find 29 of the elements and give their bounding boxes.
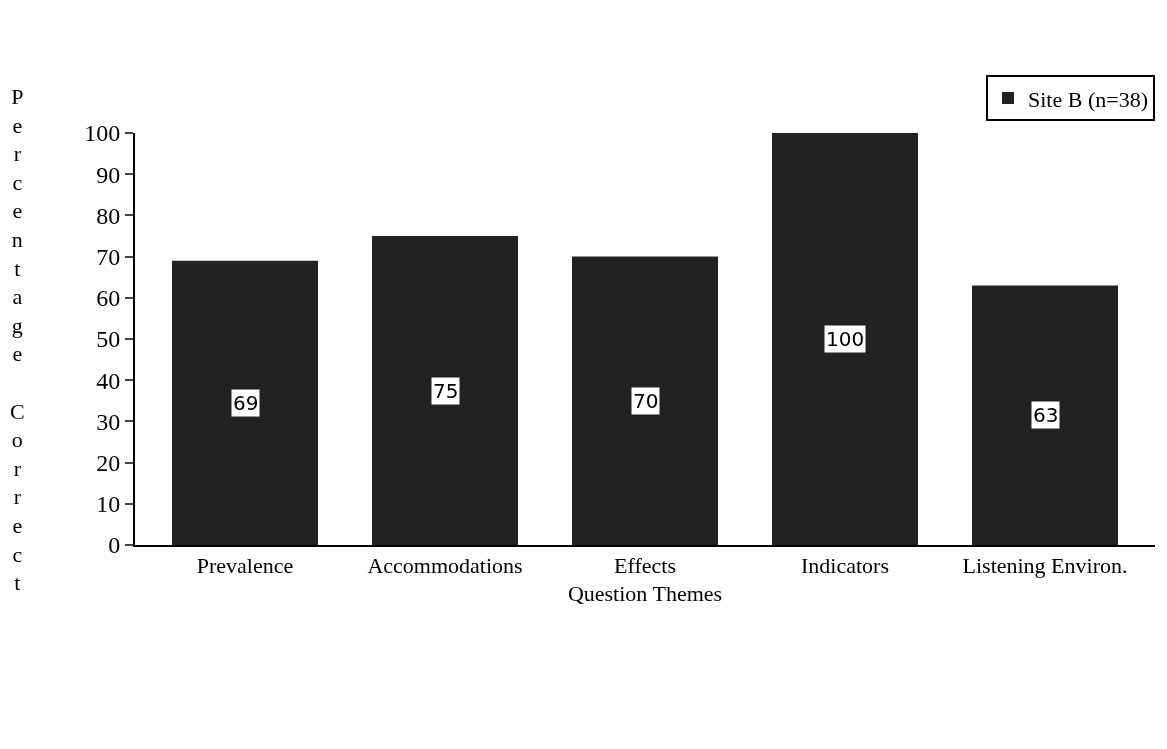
x-tick-label: Accommodations — [367, 553, 523, 579]
bar — [172, 260, 318, 545]
bar — [972, 285, 1118, 545]
y-tick-label: 90 — [96, 161, 121, 188]
y-tick-label: 40 — [96, 367, 121, 394]
y-tick-label: 60 — [96, 285, 121, 312]
y-tick-label: 0 — [108, 532, 121, 559]
y-tick-label: 70 — [96, 244, 121, 270]
data-label: 63 — [1033, 403, 1059, 427]
text: Percentage Correct — [10, 84, 25, 596]
bar — [372, 236, 518, 545]
data-label: 70 — [633, 389, 659, 413]
bar — [772, 133, 918, 545]
y-tick-label: 50 — [96, 326, 121, 353]
x-axis-title: Question Themes — [567, 580, 723, 606]
y-tick-label: 80 — [96, 202, 121, 229]
data-label: 75 — [433, 379, 459, 403]
y-tick-label: 20 — [96, 450, 121, 476]
data-label: 69 — [233, 391, 259, 415]
x-tick-label: Listening Environ. — [962, 553, 1128, 579]
x-tick-label: Indicators — [801, 553, 889, 579]
y-tick-label: 30 — [96, 408, 121, 435]
x-tick-label: Prevalence — [196, 553, 294, 579]
bar — [572, 256, 718, 545]
y-tick-label: 100 — [84, 120, 121, 147]
y-tick-label: 10 — [96, 491, 121, 518]
x-tick-label: Effects — [614, 553, 676, 579]
legend-label: Site B (n=38) — [1028, 86, 1148, 112]
data-label: 100 — [826, 327, 865, 351]
